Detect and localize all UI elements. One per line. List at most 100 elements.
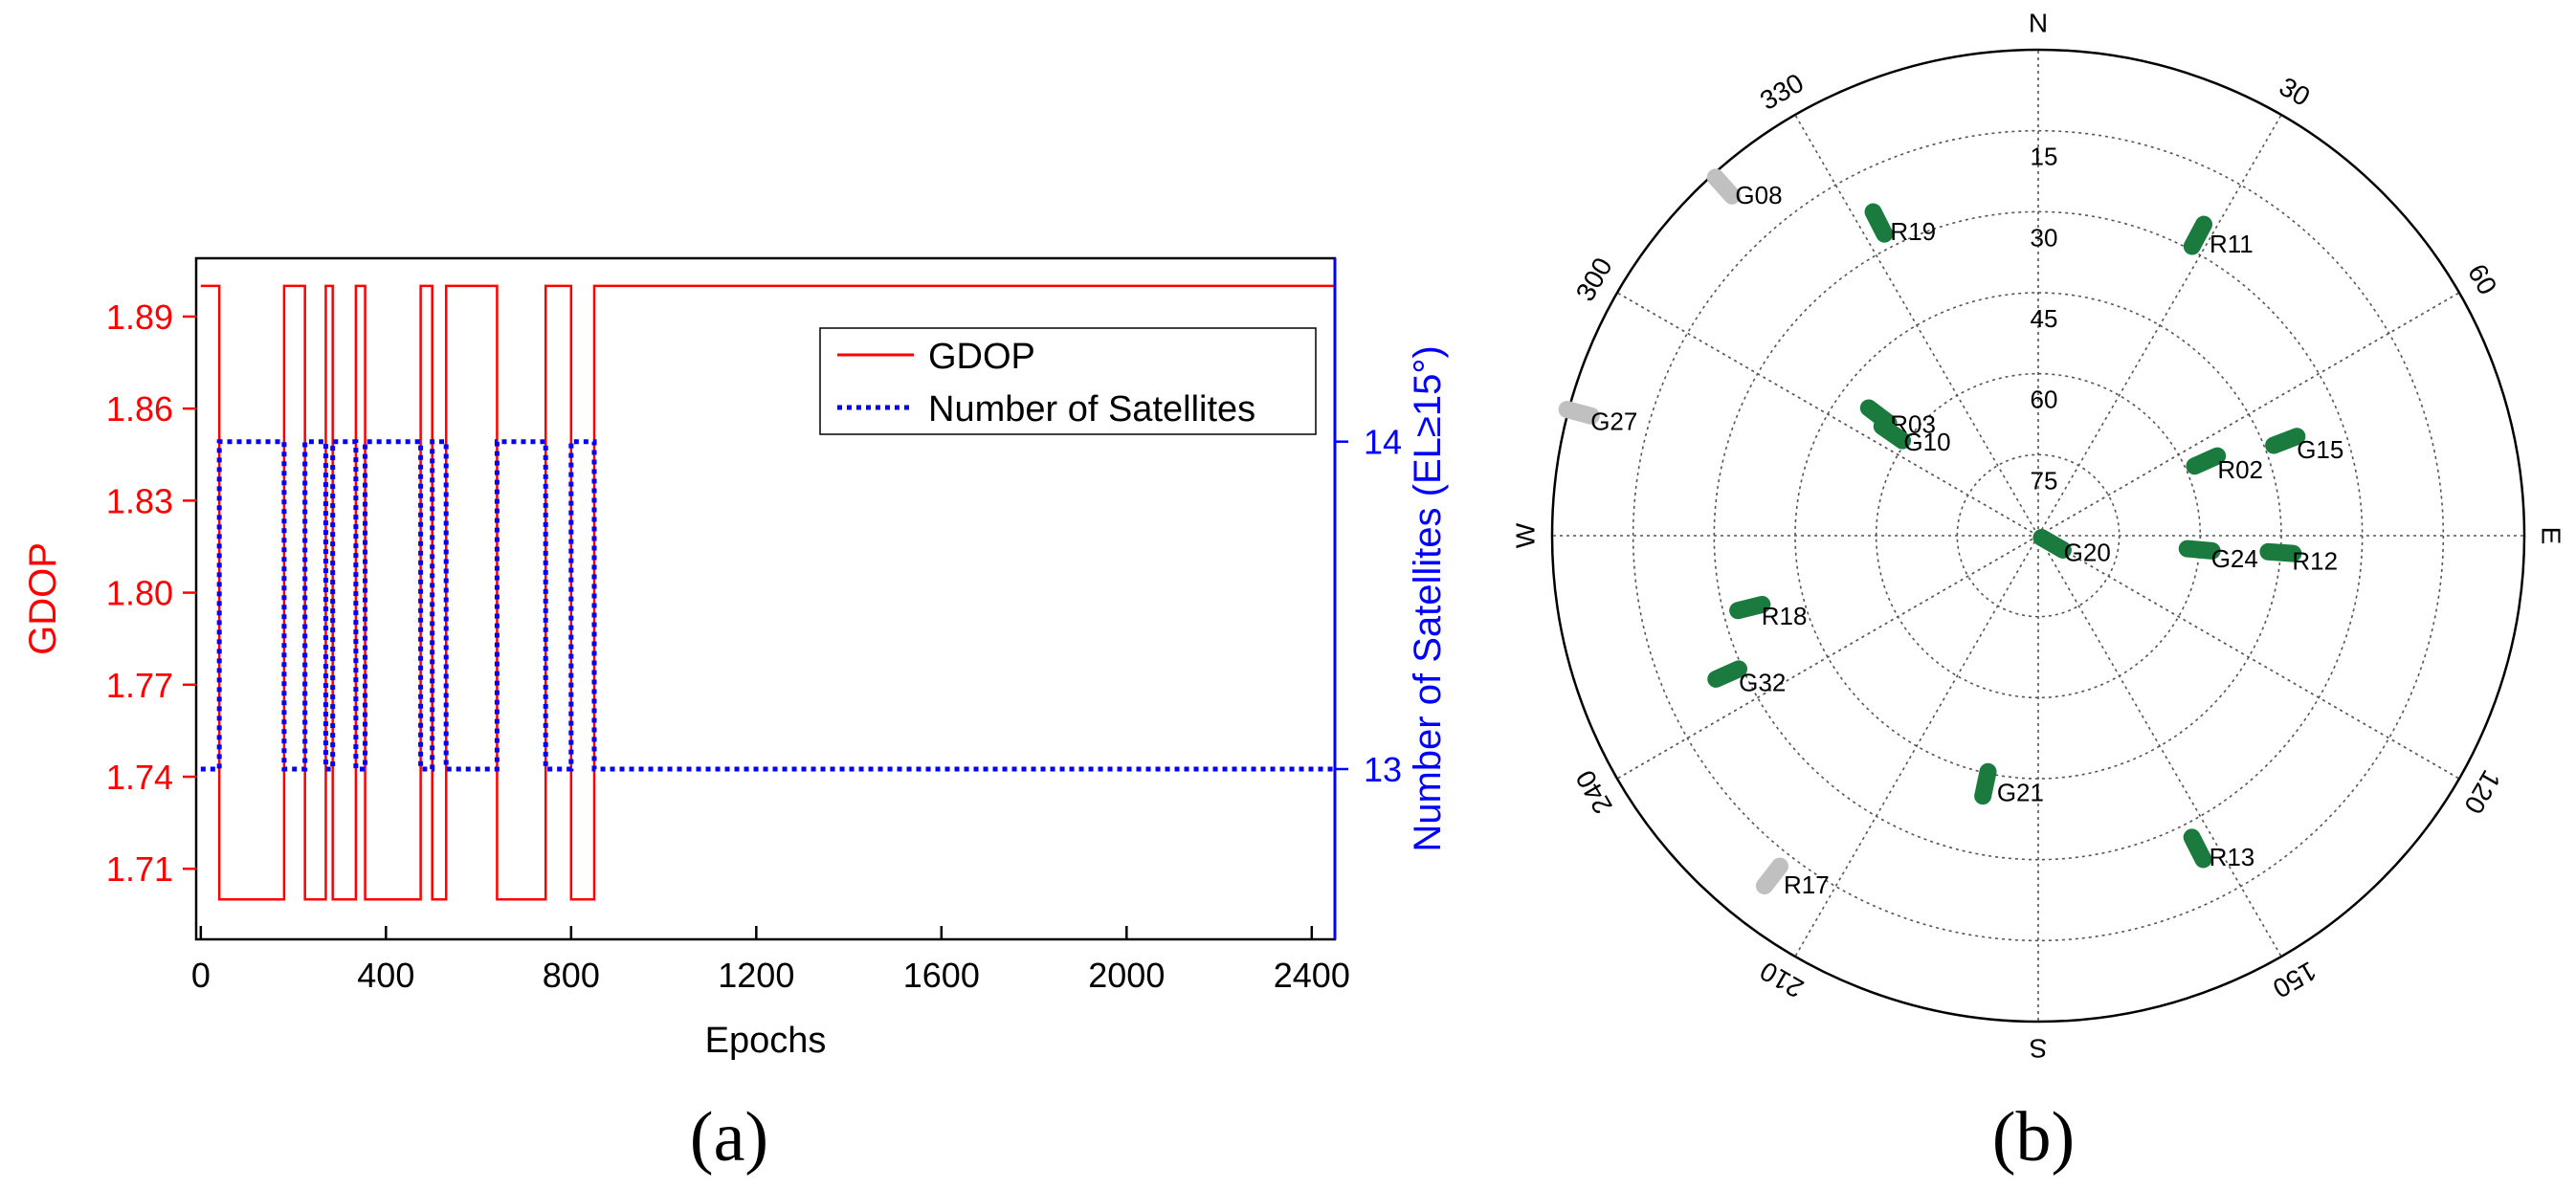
x-axis-ticks: 0 400 800 1200 1600 2000 2400 [191,926,1350,995]
panel-label-a: (a) [690,1098,768,1177]
satellite-r18: R18 [1729,595,1808,630]
direction-label: N [2029,9,2048,38]
right-y-axis-label: Number of Satellites (EL≥15°) [1407,345,1449,851]
azimuth-spoke [1794,114,2039,537]
azimuth-spoke [1794,535,2039,958]
x-tick-label: 1200 [718,956,794,995]
left-y-tick-label: 1.83 [106,481,173,520]
satellite-track-mark [1558,401,1600,425]
panel-label-b: (b) [1992,1098,2075,1177]
left-y-tick-label: 1.77 [106,666,173,705]
x-axis-label: Epochs [705,1021,827,1061]
satellite-track-mark [1974,762,1997,805]
satellite-prn-label: G10 [1903,428,1950,456]
satellite-prn-label: G20 [2064,538,2111,566]
left-y-tick-label: 1.80 [106,574,173,613]
azimuth-spoke [1616,292,2039,537]
satellite-prn-label: G21 [1997,778,2044,806]
left-y-tick-label: 1.74 [106,758,173,797]
satellite-track-mark [1864,203,1894,243]
satellite-prn-label: G08 [1735,181,1782,209]
left-y-axis-label: GDOP [22,542,64,655]
satellite-g21: G21 [1974,762,2044,806]
legend-satellites-label: Number of Satellites [928,389,1255,429]
azimuth-label: 150 [2268,956,2321,1003]
satellite-g32: G32 [1707,660,1786,697]
horizon-circle [1550,48,2526,1024]
satellite-prn-label: R19 [1890,217,1936,246]
x-tick-label: 1600 [903,956,980,995]
elevation-ring-label: 45 [2031,304,2058,333]
satellite-track-mark [2186,447,2227,475]
azimuth-label: 60 [2462,259,2502,299]
azimuth-spoke [2037,535,2282,958]
satellite-prn-label: G24 [2211,544,2258,573]
skyplot: 15 30 45 60 75 N E S W 30 60 120 150 210 240 300 330 G08… [1511,9,2566,1178]
direction-label: S [2030,1034,2048,1064]
azimuth-spoke [2037,292,2460,537]
azimuth-label: 240 [1570,765,1618,819]
satellite-r11: R11 [2183,215,2254,258]
direction-label: W [1511,522,1541,548]
azimuth-label: 210 [1755,956,1809,1003]
satellite-g15: G15 [2265,428,2343,464]
satellite-prn-label: G15 [2297,435,2343,464]
satellite-track-mark [2032,528,2072,559]
satellite-prn-label: G32 [1739,669,1786,697]
satellite-track-mark [2183,828,2212,869]
satellite-track-mark [1729,595,1771,620]
azimuth-spoke [1616,535,2039,780]
elevation-ring-label: 75 [2031,466,2058,495]
satellite-track-mark [1707,660,1748,688]
satellite-g20: G20 [2032,528,2111,566]
satellite-track-mark [1873,417,1912,450]
satellite-count-series-line [200,439,1335,772]
satellite-r12: R12 [2259,542,2338,576]
satellite-g10: G10 [1873,417,1951,456]
legend: GDOP Number of Satellites [819,327,1317,435]
azimuth-label: 300 [1570,253,1618,306]
series-layer [200,284,1335,901]
azimuth-spoke [2037,535,2460,780]
satellite-prn-label: R17 [1784,870,1830,899]
azimuth-label: 120 [2458,765,2506,819]
satellite-track-mark [2178,539,2221,560]
satellite-prn-label: R12 [2292,547,2338,576]
satellite-r13: R13 [2183,828,2255,871]
legend-box [819,327,1317,435]
satellite-r17: R17 [1755,857,1830,899]
elevation-ring-label: 30 [2031,223,2058,252]
satellite-g24: G24 [2178,539,2258,573]
left-y-tick-label: 1.71 [106,849,173,889]
satellite-prn-label: R13 [2210,843,2255,871]
x-tick-label: 2400 [1274,956,1350,995]
direction-label: E [2537,527,2566,545]
azimuth-label: 330 [1755,68,1809,116]
gdop-chart: 0 400 800 1200 1600 2000 2400 1.71 1.74 1.77 1.80… [22,256,1449,1177]
satellite-track-mark [1755,857,1788,895]
satellite-r02: R02 [2186,447,2263,484]
left-y-axis-ticks: 1.71 1.74 1.77 1.80 1.83 1.86 1.89 [106,297,196,889]
satellite-prn-label: R18 [1762,602,1808,630]
satellite-track-mark [2259,542,2302,562]
azimuth-label: 30 [2275,72,2315,112]
skyplot-grid [1550,48,2526,1024]
x-tick-label: 0 [191,956,211,995]
elevation-ring-label: 15 [2031,143,2058,171]
x-tick-label: 400 [357,956,414,995]
satellite-g08: G08 [1706,168,1783,209]
gdop-series-line [200,284,1335,901]
legend-gdop-label: GDOP [928,337,1035,377]
elevation-ring [1632,129,2445,942]
right-y-axis-ticks: 13 14 [1335,423,1402,789]
azimuth-spoke [2037,114,2282,537]
elevation-ring-label: 60 [2031,385,2058,414]
satellite-track-mark [2183,215,2213,255]
satellite-track-mark [2265,428,2306,454]
left-y-tick-label: 1.89 [106,297,173,337]
x-tick-label: 2000 [1088,956,1165,995]
satellite-prn-label: R02 [2217,455,2263,484]
satellite-prn-label: R11 [2210,230,2254,258]
